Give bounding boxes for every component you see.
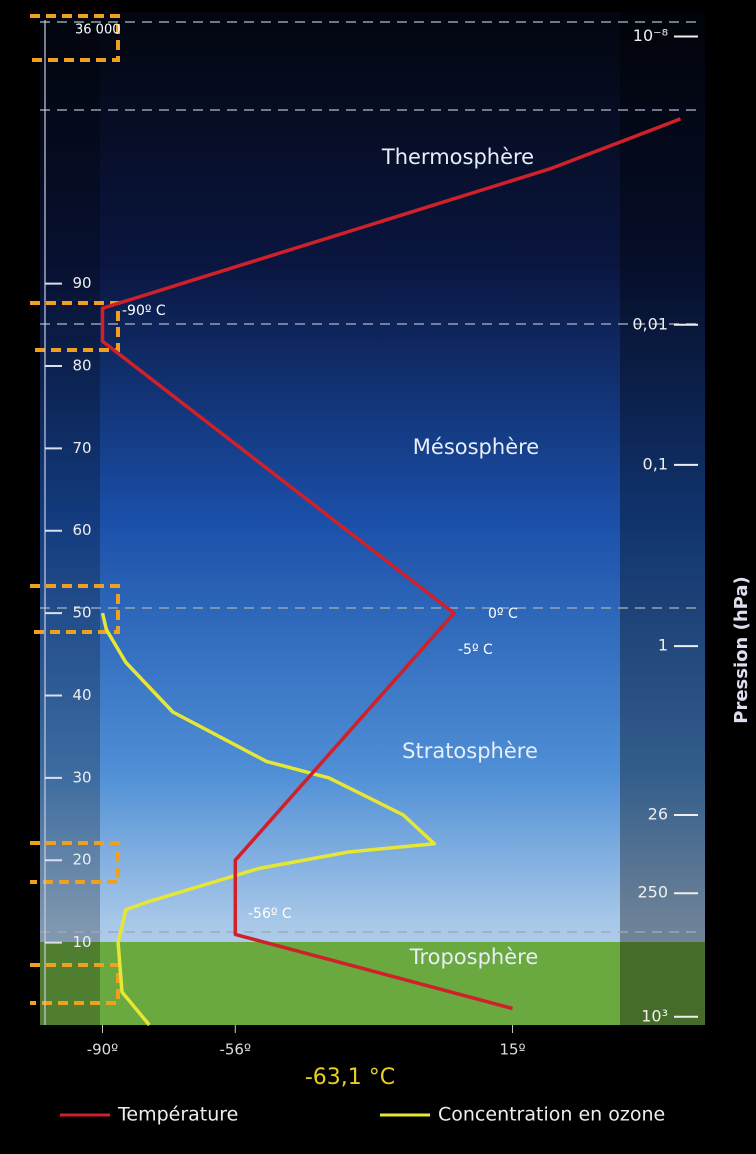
chart: Pression (hPa) 10 20 30 40 50 60 70 80 90 10⁻⁸ 0,0… xyxy=(0,0,756,1150)
annotation: Troposphère xyxy=(409,945,539,969)
annotation: -63,1 °C xyxy=(305,1065,395,1090)
x-tick-label: -56º xyxy=(219,1041,251,1059)
y2-label: Pression (hPa) xyxy=(731,576,752,723)
altitude-strip xyxy=(40,12,100,1025)
y-tick-label: 60 xyxy=(72,521,91,539)
y-tick-label: 70 xyxy=(72,439,91,457)
y2-tick-label: 0,01 xyxy=(632,314,668,333)
y-tick-label: 80 xyxy=(72,356,91,374)
annotation: Thermosphère xyxy=(381,145,534,169)
y-tick-label: 20 xyxy=(72,851,91,869)
y-tick-label: 30 xyxy=(72,768,91,786)
y2-tick-label: 1 xyxy=(658,636,668,655)
y2-tick-label: 10³ xyxy=(641,1006,668,1025)
y2-tick-label: 0,1 xyxy=(643,454,668,473)
y2-tick-label: 26 xyxy=(648,804,668,823)
y2-tick-label: 10⁻⁸ xyxy=(633,26,668,45)
annotation: 0º C xyxy=(488,606,518,622)
legend-label: Température xyxy=(117,1104,238,1126)
annotation: 36 000 xyxy=(75,23,121,38)
y2-tick-label: 250 xyxy=(637,883,668,902)
y-tick-label: 50 xyxy=(72,604,91,622)
y-tick-label: 10 xyxy=(72,933,91,951)
legend-label: Concentration en ozone xyxy=(438,1104,665,1126)
y-tick-label: 40 xyxy=(72,686,91,704)
pressure-strip xyxy=(620,12,705,1025)
y-tick-label: 90 xyxy=(72,274,91,292)
annotation: -5º C xyxy=(458,642,493,658)
sky xyxy=(40,12,705,1025)
annotation: Stratosphère xyxy=(402,739,538,763)
annotation: Mésosphère xyxy=(413,435,539,459)
x-tick-label: 15º xyxy=(499,1041,525,1059)
x-tick-label: -90º xyxy=(87,1041,119,1059)
annotation: -90º C xyxy=(122,303,166,319)
annotation: -56º C xyxy=(248,906,292,922)
